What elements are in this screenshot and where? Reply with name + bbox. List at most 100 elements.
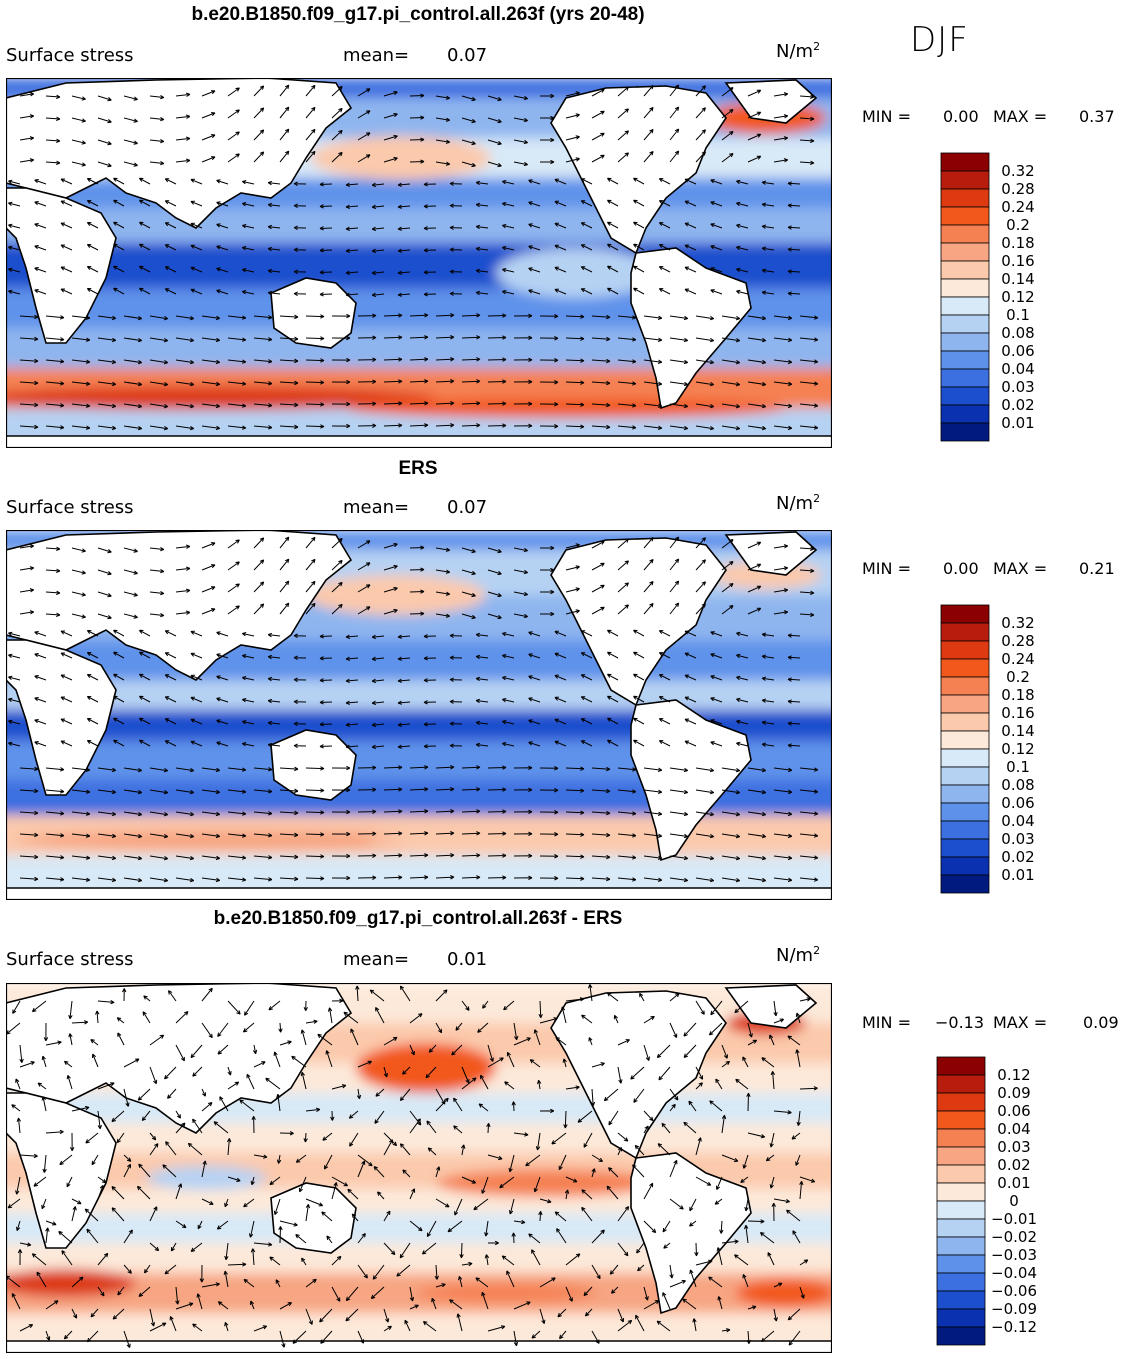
vector-arrow bbox=[97, 547, 112, 554]
vector-arrow bbox=[695, 85, 706, 97]
vector-arrow bbox=[461, 765, 481, 770]
vector-arrow bbox=[267, 180, 281, 186]
vector-arrow bbox=[8, 719, 21, 725]
vector-arrow bbox=[513, 335, 533, 341]
vector-arrow bbox=[305, 314, 325, 319]
vector-arrow bbox=[617, 86, 629, 97]
vector-arrow bbox=[60, 222, 73, 229]
vector-arrow bbox=[149, 1066, 158, 1085]
vector-arrow bbox=[252, 1044, 258, 1055]
vector-arrow bbox=[34, 653, 47, 659]
vector-arrow bbox=[175, 588, 191, 593]
vector-arrow bbox=[60, 288, 73, 295]
vector-arrow bbox=[138, 243, 151, 251]
vector-arrow bbox=[138, 695, 151, 703]
vector-arrow bbox=[715, 1078, 723, 1090]
vector-arrow bbox=[253, 381, 273, 386]
vector-arrow bbox=[695, 767, 715, 773]
vector-arrow bbox=[747, 111, 762, 119]
vector-arrow bbox=[319, 700, 333, 705]
colorbar-swatch bbox=[936, 1092, 986, 1112]
vector-arrow bbox=[773, 425, 793, 431]
vector-arrow bbox=[643, 877, 663, 882]
max-value: 0.21 bbox=[1079, 559, 1115, 578]
vector-arrow bbox=[663, 1242, 671, 1249]
vector-arrow bbox=[269, 1256, 281, 1266]
colorbar-tick-label: 0.06 bbox=[1001, 794, 1034, 812]
vector-arrow bbox=[513, 787, 533, 793]
vector-arrow bbox=[345, 722, 359, 727]
vector-arrow bbox=[383, 90, 398, 97]
vector-arrow bbox=[487, 161, 502, 168]
vector-arrow bbox=[201, 1022, 213, 1039]
vector-arrow bbox=[345, 182, 359, 187]
vector-arrow bbox=[643, 1015, 655, 1024]
vector-arrow bbox=[487, 787, 507, 792]
continent-outline bbox=[6, 187, 117, 344]
max-label: MAX = bbox=[993, 1013, 1048, 1032]
vector-arrow bbox=[643, 811, 663, 816]
vector-arrow bbox=[409, 611, 425, 616]
vector-arrow bbox=[375, 1006, 385, 1024]
vector-arrow bbox=[305, 788, 325, 793]
vector-arrow bbox=[721, 131, 734, 141]
vector-arrow bbox=[112, 1308, 125, 1320]
vector-arrow bbox=[606, 199, 619, 207]
units-exponent: 2 bbox=[813, 944, 821, 957]
vector-arrow bbox=[787, 203, 801, 208]
vector-arrow bbox=[86, 222, 99, 229]
vector-arrow bbox=[513, 613, 528, 619]
vector-arrow bbox=[643, 536, 654, 549]
min-value: 0.00 bbox=[943, 559, 979, 578]
vector-arrow bbox=[331, 107, 343, 119]
vector-arrow bbox=[488, 1240, 499, 1246]
vector-arrow bbox=[683, 1022, 697, 1037]
vector-arrow bbox=[773, 403, 793, 409]
variable-label: Surface stress bbox=[6, 497, 134, 518]
vector-arrow bbox=[643, 1044, 650, 1061]
vector-arrow bbox=[149, 877, 169, 883]
vector-arrow bbox=[19, 810, 39, 816]
vector-arrow bbox=[695, 359, 715, 365]
vector-arrow bbox=[591, 132, 605, 141]
vector-arrow bbox=[643, 84, 654, 97]
vector-arrow bbox=[525, 1154, 541, 1167]
vector-arrow bbox=[164, 718, 177, 725]
vector-arrow bbox=[71, 855, 91, 860]
vector-arrow bbox=[787, 1308, 801, 1321]
vector-arrow bbox=[747, 359, 767, 365]
vector-arrow bbox=[15, 1078, 21, 1090]
colorbar-swatch bbox=[936, 1218, 986, 1238]
vector-arrow bbox=[588, 1037, 593, 1046]
vector-arrow bbox=[682, 1298, 697, 1310]
vector-arrow bbox=[617, 1308, 625, 1323]
vector-arrow bbox=[305, 832, 325, 837]
vector-arrow bbox=[747, 1022, 753, 1038]
vector-arrow bbox=[503, 1000, 515, 1011]
vector-arrow bbox=[97, 359, 117, 365]
vector-arrow bbox=[580, 244, 593, 251]
vector-arrow bbox=[19, 566, 35, 571]
vector-arrow bbox=[201, 987, 213, 1002]
colorbar-tick-label: 0.09 bbox=[997, 1084, 1030, 1102]
vector-arrow bbox=[216, 1220, 229, 1230]
vector-arrow bbox=[357, 423, 377, 428]
vector-arrow bbox=[773, 877, 793, 883]
vector-arrow bbox=[643, 1182, 654, 1200]
vector-arrow bbox=[45, 94, 61, 99]
vector-arrow bbox=[565, 402, 585, 407]
vector-arrow bbox=[357, 765, 377, 770]
vector-arrow bbox=[501, 654, 515, 659]
vector-arrow bbox=[796, 1110, 801, 1126]
vector-arrow bbox=[606, 695, 619, 703]
vector-arrow bbox=[633, 717, 645, 725]
vector-arrow bbox=[123, 833, 143, 839]
vector-arrow bbox=[658, 740, 671, 747]
vector-arrow bbox=[45, 1040, 62, 1046]
vector-arrow bbox=[34, 719, 47, 725]
vector-arrow bbox=[683, 1121, 697, 1134]
vector-arrow bbox=[278, 1022, 283, 1033]
vector-arrow bbox=[565, 1176, 578, 1183]
vector-arrow bbox=[606, 717, 619, 725]
vector-arrow bbox=[197, 1220, 203, 1230]
